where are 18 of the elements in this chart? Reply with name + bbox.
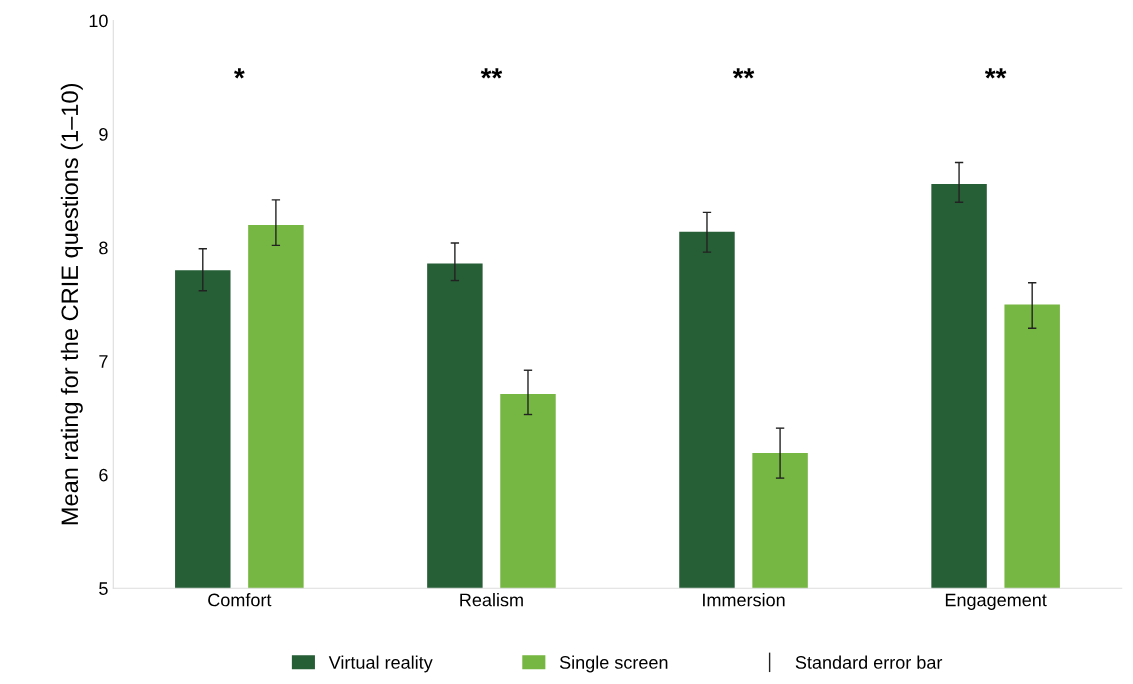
annotation: ** [480, 68, 503, 79]
x-tick-label: Immersion [703, 593, 785, 607]
x-tick-label: Comfort [208, 593, 272, 607]
x-tick-label: Engagement [945, 593, 1047, 610]
y-tick-label: 10 [89, 14, 108, 28]
annotation: ** [984, 68, 1007, 79]
annotation: ** [732, 68, 755, 79]
y-tick-label: 8 [99, 241, 108, 255]
text: Standard error bar [795, 655, 943, 669]
y-tick-label: 6 [99, 468, 108, 482]
legend-label: Virtual reality [328, 655, 433, 673]
y-tick-label: 7 [99, 355, 108, 368]
annotation: * [234, 68, 245, 79]
legend-label: Single screen [559, 655, 668, 673]
y-axis-title: Mean rating for the CRIE questions (1–10) [60, 84, 83, 525]
y-tick-label: 9 [99, 128, 108, 141]
x-tick-label: Realism [460, 593, 523, 607]
y-tick-label: 5 [99, 582, 108, 595]
